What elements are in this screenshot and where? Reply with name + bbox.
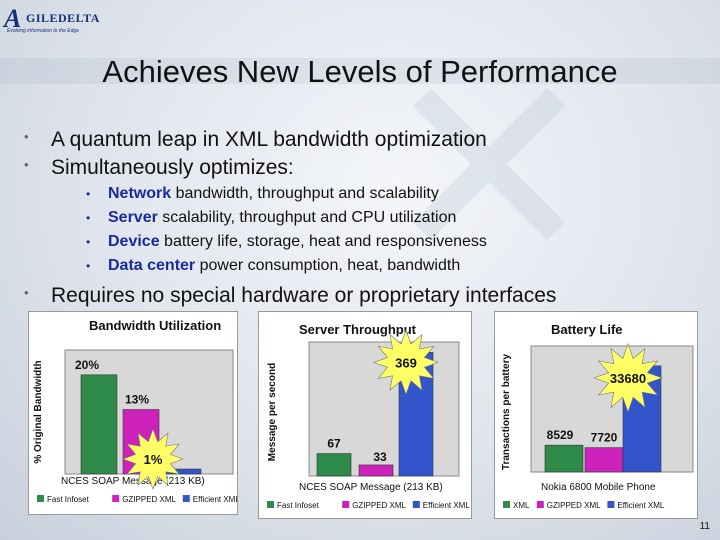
legend-swatch <box>503 501 510 508</box>
highlight-starburst <box>593 343 663 413</box>
highlight-starburst <box>373 329 439 396</box>
y-axis-label: Transactions per battery <box>501 353 512 470</box>
slide-title: Achieves New Levels of Performance <box>102 54 618 89</box>
x-axis-label: NCES SOAP Message (213 KB) <box>61 476 205 487</box>
chart-bandwidth-utilization: Bandwidth Utilization % Original Bandwidt… <box>28 311 238 515</box>
chart-title: Battery Life <box>551 322 623 337</box>
data-label: 1% <box>144 452 163 467</box>
sub-bullet-dot-icon: • <box>86 187 91 201</box>
chart-battery-life: Battery Life Transactions per battery Noki… <box>494 311 698 519</box>
legend-swatch <box>536 501 544 508</box>
legend-label: Efficient XML <box>423 501 471 510</box>
legend-swatch <box>182 495 190 502</box>
chart-server-svg: Server Throughput Message per second NCES … <box>267 322 471 510</box>
bullet-dot-icon: • <box>24 285 29 300</box>
sub-bullet-rest: scalability, throughput and CPU utilizat… <box>157 209 457 226</box>
logo-mark: A <box>4 4 22 33</box>
legend-label: XML <box>513 501 530 510</box>
y-axis-label: Message per second <box>267 363 278 461</box>
page-number: 11 <box>699 521 710 532</box>
bullet-text: A quantum leap in XML bandwidth optimiza… <box>51 128 487 151</box>
legend-label: Fast Infoset <box>47 495 90 504</box>
legend-label: GZIPPED XML <box>547 501 601 510</box>
legend-label: Efficient XML <box>617 501 665 510</box>
y-axis-label: % Original Bandwidth <box>33 360 44 463</box>
watermark-x-glyph: ✕ <box>380 19 598 321</box>
sub-bullet-dot-icon: • <box>86 259 91 273</box>
data-label: 13% <box>125 393 149 407</box>
sub-bullet-key: Server <box>108 209 158 226</box>
watermark-band <box>0 58 720 84</box>
x-axis-label: NCES SOAP Message (213 KB) <box>299 482 443 493</box>
legend-label: GZIPPED XML <box>122 495 176 504</box>
bullet-dot-icon: • <box>24 157 29 172</box>
sub-bullet-rest: bandwidth, throughput and scalability <box>171 185 439 202</box>
legend-label: Fast Infoset <box>277 501 320 510</box>
chart-server-throughput: Server Throughput Message per second NCES … <box>258 311 472 519</box>
sub-bullet-key: Data center <box>108 257 196 274</box>
legend-swatch <box>37 495 44 502</box>
data-label: 33680 <box>610 371 646 386</box>
data-label: 67 <box>327 437 341 451</box>
chart-title: Server Throughput <box>299 322 417 337</box>
sub-bullet-rest: power consumption, heat, bandwidth <box>195 257 461 274</box>
sub-bullet-dot-icon: • <box>86 235 91 249</box>
bullet-text: Simultaneously optimizes: <box>51 156 294 179</box>
logo-name: GILEDELTA <box>26 11 100 25</box>
bar-gzipped-xml <box>584 447 624 473</box>
bar-gzipped-xml <box>358 464 394 477</box>
legend-swatch <box>342 501 350 508</box>
legend-label: Efficient XML <box>193 495 237 504</box>
chart-battery-svg: Battery Life Transactions per battery Noki… <box>501 322 694 510</box>
x-axis-label: Nokia 6800 Mobile Phone <box>541 482 656 493</box>
legend-label: GZIPPED XML <box>352 501 406 510</box>
data-label: 369 <box>395 355 417 370</box>
bar-fast-infoset <box>316 453 352 477</box>
bar-fast-infoset <box>80 374 118 475</box>
bullet-dot-icon: • <box>24 129 29 144</box>
bullet-text: Requires no special hardware or propriet… <box>51 284 557 307</box>
data-label: 20% <box>75 358 99 372</box>
legend-swatch <box>112 495 120 502</box>
legend-swatch <box>267 501 274 508</box>
data-label: 7720 <box>591 431 618 445</box>
agiledelta-logo: A GILEDELTA Evolving information to the … <box>4 4 99 34</box>
chart-bandwidth-svg: Bandwidth Utilization % Original Bandwidt… <box>33 318 237 504</box>
legend-swatch <box>412 501 420 508</box>
logo-tagline: Evolving information to the Edge <box>7 28 79 34</box>
legend-swatch <box>607 501 615 508</box>
sub-bullet-key: Network <box>108 185 172 202</box>
bar-xml <box>544 444 584 473</box>
highlight-starburst <box>122 428 184 490</box>
data-label: 33 <box>373 450 387 464</box>
sub-bullet-dot-icon: • <box>86 211 91 225</box>
sub-bullet-key: Device <box>108 233 160 250</box>
data-label: 8529 <box>547 428 574 442</box>
chart-title: Bandwidth Utilization <box>89 318 221 333</box>
sub-bullet-rest: battery life, storage, heat and responsi… <box>159 233 487 250</box>
